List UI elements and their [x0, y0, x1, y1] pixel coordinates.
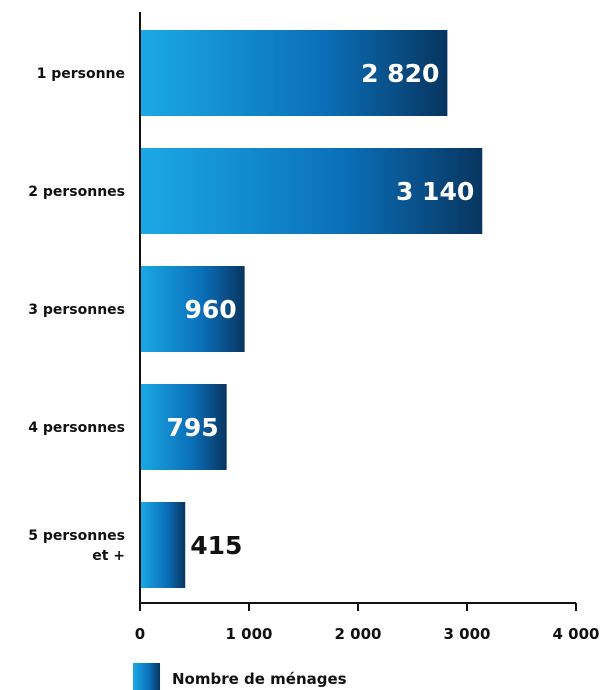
axes-group [139, 12, 577, 611]
x-tick-label-1: 0 [135, 625, 145, 643]
bar-1 [140, 30, 448, 116]
legend-label: Nombre de ménages [172, 670, 347, 688]
x-tick-label-4: 3 000 [444, 625, 491, 643]
bar-4 [140, 384, 227, 470]
labels-group: 2 820 1 personne 3 140 2 personnes 960 3 pers… [28, 59, 599, 643]
value-label-2: 3 140 [396, 177, 474, 206]
category-label-1: 1 personne [37, 66, 125, 82]
bar-5 [140, 502, 186, 588]
x-tick-label-3: 2 000 [335, 625, 382, 643]
category-label-5: 5 personnes et + [28, 528, 125, 564]
legend: Nombre de ménages [133, 663, 347, 690]
value-label-5: 415 [190, 531, 242, 560]
bars-group [140, 30, 483, 588]
category-label-2: 2 personnes [28, 184, 125, 200]
category-label-4: 4 personnes [28, 420, 125, 436]
bar-2 [140, 148, 483, 234]
x-tick-label-2: 1 000 [226, 625, 273, 643]
value-label-4: 795 [166, 413, 218, 442]
x-tick-label-5: 4 000 [553, 625, 600, 643]
category-label-3: 3 personnes [28, 302, 125, 318]
bar-3 [140, 266, 245, 352]
value-label-3: 960 [184, 295, 236, 324]
value-label-1: 2 820 [361, 59, 439, 88]
legend-swatch [133, 663, 160, 690]
